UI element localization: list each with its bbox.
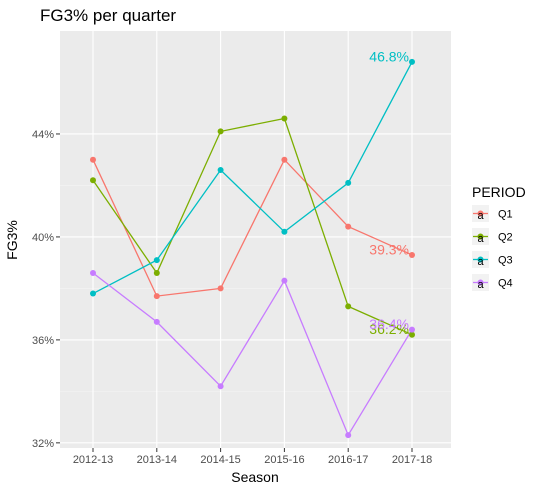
data-point-q1: [217, 285, 224, 292]
legend-label-q1: Q1: [498, 209, 513, 221]
y-axis-title: FG3%: [4, 220, 20, 260]
data-point-q4: [90, 269, 96, 276]
y-tick-label: 32%: [32, 438, 54, 450]
legend-key-point: [477, 256, 484, 263]
legend-title: PERIOD: [472, 184, 526, 200]
data-point-q3: [409, 58, 415, 65]
data-point-q2: [90, 177, 96, 184]
data-point-q4: [409, 326, 415, 333]
data-point-q1: [345, 223, 352, 230]
legend-key-glyph: a: [477, 256, 484, 268]
data-point-q4: [281, 277, 288, 284]
data-point-q2: [345, 303, 352, 310]
series-line-q2: [92, 117, 413, 336]
series-points: [90, 58, 415, 439]
x-tick-label: 2012-13: [73, 454, 113, 466]
data-point-q2: [409, 331, 415, 338]
end-label-q1: 39.3%: [369, 241, 409, 257]
y-tick-label: 44%: [32, 129, 54, 141]
end-labels: 39.3% 36.2% 46.8% 36.4%: [369, 48, 409, 337]
grid-major: [60, 31, 451, 448]
data-point-q3: [153, 257, 160, 264]
data-point-q2: [217, 128, 224, 135]
x-tick-label: 2013-14: [137, 454, 177, 466]
series-line-q4: [92, 272, 413, 437]
legend-label-q3: Q3: [498, 255, 513, 267]
y-tick-label: 40%: [32, 232, 54, 244]
data-point-q2: [153, 269, 160, 276]
data-point-q1: [90, 156, 96, 163]
data-point-q4: [345, 432, 352, 439]
x-tick-label: 2014-15: [200, 454, 240, 466]
legend-key-point: [477, 279, 484, 286]
data-point-q3: [90, 290, 96, 297]
data-point-q1: [409, 251, 415, 258]
legend-key-point: [477, 210, 484, 217]
data-point-q3: [281, 228, 288, 235]
data-point-q3: [217, 167, 224, 173]
legend-label-q4: Q4: [498, 278, 513, 290]
data-point-q1: [153, 293, 160, 300]
end-label-q2: 36.2%: [369, 321, 409, 337]
data-point-q4: [217, 383, 224, 390]
series-line-q1: [92, 158, 413, 297]
legend: PERIOD a Q1 a Q2 a Q3 a Q4: [472, 184, 526, 291]
data-point-q1: [281, 156, 288, 163]
end-label-q4: 36.4%: [369, 316, 409, 332]
legend-key-glyph: a: [477, 210, 484, 222]
legend-label-q2: Q2: [498, 232, 513, 244]
y-tick-label: 36%: [32, 335, 54, 347]
data-point-q2: [281, 115, 288, 122]
y-axis: 32% 36% 40% 44%: [32, 129, 60, 450]
chart-title: FG3% per quarter: [40, 6, 176, 25]
legend-key-glyph: a: [477, 279, 484, 291]
end-label-q3: 46.8%: [369, 48, 409, 64]
series-line-q3: [92, 61, 413, 295]
legend-key-glyph: a: [477, 233, 484, 245]
grid-minor: [60, 185, 451, 392]
data-point-q3: [345, 179, 352, 186]
data-point-q4: [153, 318, 160, 325]
legend-key-point: [477, 233, 484, 240]
x-tick-label: 2015-16: [264, 454, 304, 466]
x-tick-label: 2017-18: [392, 454, 432, 466]
x-axis: 2012-13 2013-14 2014-15 2015-16 2016-17 2017-…: [73, 448, 432, 466]
plot-panel: [60, 31, 451, 448]
x-tick-label: 2016-17: [328, 454, 368, 466]
legend-items: a Q1 a Q2 a Q3 a Q4: [472, 205, 513, 291]
x-axis-title: Season: [231, 469, 278, 485]
series-lines: [92, 61, 413, 437]
